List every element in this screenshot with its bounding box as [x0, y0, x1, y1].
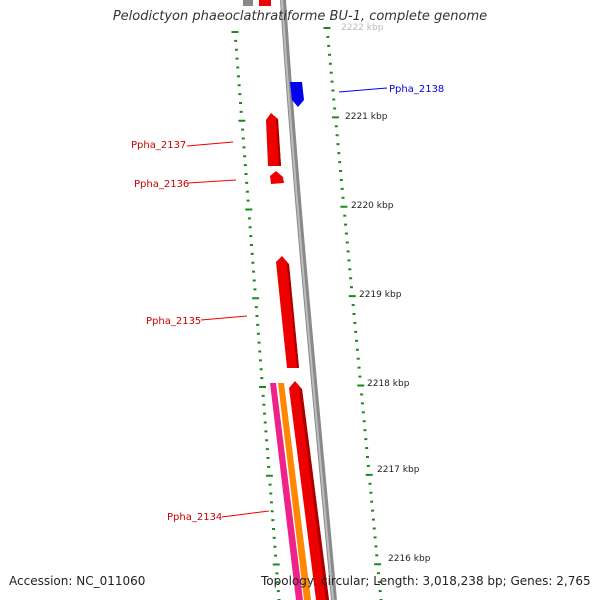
accession-text: Accession: NC_011060 [9, 574, 146, 588]
right-tick-track [323, 27, 383, 600]
gene-label-Ppha_2138[interactable]: Ppha_2138 [389, 84, 444, 95]
gene-label-Ppha_2135[interactable]: Ppha_2135 [146, 316, 201, 327]
feature-stub-gray [243, 0, 253, 6]
gene-Ppha_2136[interactable] [270, 171, 284, 184]
gene-leader-line [187, 179, 237, 184]
scale-label: 2217 kbp [377, 465, 420, 475]
map-title: Pelodictyon phaeoclathratiforme BU-1, co… [112, 9, 488, 24]
genome-backbone-highlight [281, 0, 334, 600]
gene-Ppha_2135[interactable] [276, 256, 299, 368]
scale-label: 2220 kbp [351, 201, 394, 211]
scale-label: 2222 kbp [341, 23, 384, 33]
gene-label-Ppha_2134[interactable]: Ppha_2134 [167, 512, 222, 523]
scale-label: 2216 kbp [388, 554, 431, 564]
gene-leader-line [200, 315, 248, 321]
left-tick-track [231, 31, 281, 600]
gene-Ppha_2138[interactable] [290, 82, 304, 107]
gene-label-Ppha_2137[interactable]: Ppha_2137 [131, 140, 186, 151]
gene-leader-line [186, 141, 234, 147]
scale-label: 2218 kbp [367, 379, 410, 389]
gene-leader-line [338, 87, 388, 93]
gene-label-Ppha_2136[interactable]: Ppha_2136 [134, 179, 189, 190]
scale-label: 2221 kbp [345, 112, 388, 122]
gene-Ppha_2137-shade [276, 119, 281, 166]
rna-feature-pink [270, 383, 303, 600]
gene-leader-line [221, 510, 270, 518]
scale-labels: 2222 kbp 2221 kbp 2220 kbp 2219 kbp 2218… [341, 23, 431, 564]
scale-label: 2219 kbp [359, 290, 402, 300]
gene-Ppha_2134-shade [299, 389, 329, 600]
gene-Ppha_2135-shade [287, 264, 299, 368]
rna-feature-orange [278, 383, 311, 600]
feature-stub-red [259, 0, 271, 6]
topology-text: Topology: circular; Length: 3,018,238 bp… [261, 574, 591, 588]
